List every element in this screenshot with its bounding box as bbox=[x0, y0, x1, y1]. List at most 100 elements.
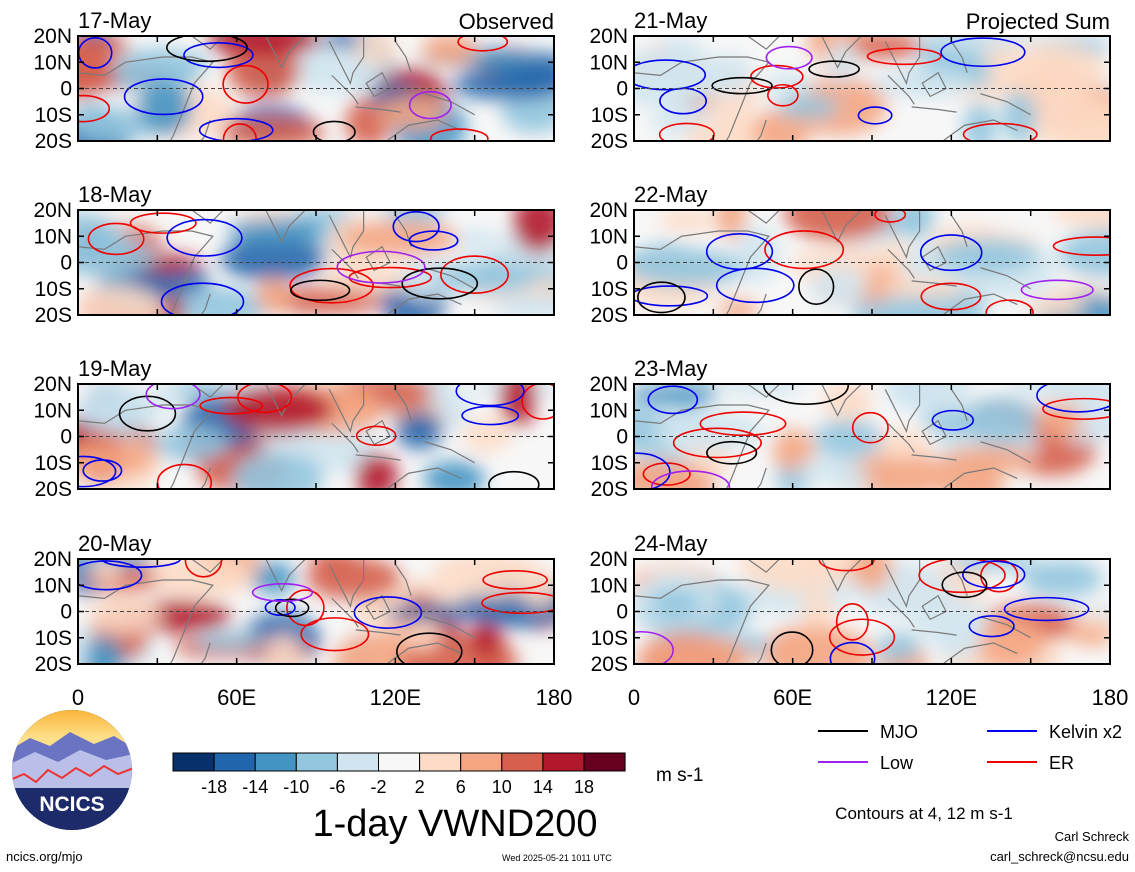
colorbar-swatch bbox=[542, 752, 585, 772]
y-tick-label: 20N bbox=[589, 373, 628, 396]
y-tick-label: 0 bbox=[60, 426, 72, 449]
date-label: 22-May bbox=[634, 182, 707, 207]
x-tick-label: 0 bbox=[72, 685, 84, 710]
x-tick-label: 0 bbox=[628, 685, 640, 710]
panel-proj-3: 20N 10N 0 10S 20S 24-May bbox=[589, 531, 1111, 676]
y-tick-label: 10N bbox=[33, 574, 72, 597]
legend-label: Low bbox=[880, 753, 914, 773]
date-label: 24-May bbox=[634, 531, 707, 556]
wind-field bbox=[634, 559, 1110, 664]
contours bbox=[634, 210, 1110, 315]
land-outline bbox=[634, 36, 1031, 141]
land-outline bbox=[634, 384, 1031, 489]
land-outline bbox=[634, 559, 1031, 664]
date-label: 18-May bbox=[78, 182, 151, 207]
y-tick-label: 20N bbox=[589, 548, 628, 571]
legend-label: Kelvin x2 bbox=[1049, 722, 1122, 742]
colorbar-label: 6 bbox=[456, 777, 466, 797]
y-tick-label: 10N bbox=[589, 225, 628, 248]
land-outline bbox=[78, 384, 475, 489]
wind-field bbox=[78, 559, 554, 664]
chart-title: 1-day VWND200 bbox=[312, 803, 597, 845]
colorbar-label: 14 bbox=[533, 777, 553, 797]
colorbar-label: 10 bbox=[492, 777, 512, 797]
y-tick-label: 20N bbox=[33, 373, 72, 396]
panel-obs-2: 20N 10N 0 10S 20S 19-May bbox=[33, 356, 555, 501]
y-tick-label: 10S bbox=[35, 278, 72, 301]
y-tick-label: 0 bbox=[616, 601, 628, 624]
y-tick-label: 20N bbox=[33, 548, 72, 571]
y-tick-label: 0 bbox=[616, 252, 628, 275]
wind-field bbox=[634, 36, 1110, 141]
contour-note: Contours at 4, 12 m s-1 bbox=[835, 804, 1013, 823]
y-tick-label: 10S bbox=[591, 627, 628, 650]
y-tick-label: 20S bbox=[591, 653, 628, 676]
observed-label: Observed bbox=[459, 9, 554, 34]
wind-field bbox=[78, 384, 554, 489]
x-tick-label: 120E bbox=[370, 685, 421, 710]
y-tick-label: 20N bbox=[33, 199, 72, 222]
legend: MJO Kelvin x2 Low ER bbox=[818, 722, 1122, 773]
y-tick-label: 10S bbox=[35, 627, 72, 650]
footer-timestamp: Wed 2025-05-21 1011 UTC bbox=[502, 853, 612, 863]
units-label: m s-1 bbox=[656, 765, 704, 786]
y-tick-label: 10N bbox=[589, 399, 628, 422]
colorbar-swatch bbox=[336, 752, 379, 772]
colorbar-label: -2 bbox=[370, 777, 386, 797]
contours bbox=[78, 36, 509, 141]
y-tick-label: 10N bbox=[33, 51, 72, 74]
colorbar-swatch bbox=[501, 752, 544, 772]
panel-proj-0: 20N 10N 0 10S 20S 21-May Projected Sum bbox=[589, 8, 1111, 153]
y-tick-label: 0 bbox=[60, 252, 72, 275]
colorbar-swatch bbox=[583, 752, 626, 772]
colorbar-swatch bbox=[460, 752, 503, 772]
colorbar-label: -18 bbox=[201, 777, 227, 797]
contours bbox=[634, 384, 1110, 489]
x-tick-label: 60E bbox=[773, 685, 812, 710]
x-tick-label: 180 bbox=[1092, 685, 1129, 710]
x-tick-label: 180 bbox=[536, 685, 573, 710]
author-email: carl_schreck@ncsu.edu bbox=[990, 849, 1129, 864]
projected-label: Projected Sum bbox=[966, 9, 1110, 34]
colorbar-label: -10 bbox=[283, 777, 309, 797]
colorbar-swatch bbox=[254, 752, 297, 772]
y-tick-label: 20N bbox=[589, 199, 628, 222]
legend-label: MJO bbox=[880, 722, 918, 742]
colorbar: -18 -14 -10 -6 -2 2 6 10 14 18 bbox=[172, 752, 626, 797]
y-tick-label: 10N bbox=[33, 225, 72, 248]
date-label: 23-May bbox=[634, 356, 707, 381]
y-tick-label: 20S bbox=[35, 653, 72, 676]
y-tick-label: 10S bbox=[591, 104, 628, 127]
y-tick-label: 10N bbox=[33, 399, 72, 422]
y-tick-label: 10S bbox=[35, 452, 72, 475]
colorbar-swatch bbox=[213, 752, 256, 772]
wind-field bbox=[78, 36, 554, 141]
x-tick-label: 60E bbox=[217, 685, 256, 710]
y-tick-label: 10N bbox=[589, 51, 628, 74]
date-label: 21-May bbox=[634, 8, 707, 33]
panel-proj-1: 20N 10N 0 10S 20S 22-May bbox=[589, 182, 1111, 327]
wind-field bbox=[78, 210, 554, 315]
y-tick-label: 0 bbox=[60, 601, 72, 624]
y-tick-label: 20S bbox=[35, 130, 72, 153]
date-label: 20-May bbox=[78, 531, 151, 556]
colorbar-swatch bbox=[172, 752, 215, 772]
y-tick-label: 0 bbox=[60, 78, 72, 101]
y-tick-label: 10S bbox=[35, 104, 72, 127]
colorbar-swatch bbox=[378, 752, 421, 772]
colorbar-label: 2 bbox=[415, 777, 425, 797]
x-tick-label: 120E bbox=[926, 685, 977, 710]
panel-obs-3: 20N 10N 0 10S 20S 20-May bbox=[33, 531, 555, 676]
colorbar-swatch bbox=[419, 752, 462, 772]
date-label: 19-May bbox=[78, 356, 151, 381]
y-tick-label: 10S bbox=[591, 278, 628, 301]
legend-label: ER bbox=[1049, 753, 1074, 773]
y-tick-label: 20S bbox=[35, 304, 72, 327]
land-outline bbox=[78, 559, 475, 664]
colorbar-swatch bbox=[295, 752, 338, 772]
y-tick-label: 0 bbox=[616, 78, 628, 101]
colorbar-label: 18 bbox=[574, 777, 594, 797]
y-tick-label: 20N bbox=[589, 25, 628, 48]
y-tick-label: 20S bbox=[591, 478, 628, 501]
